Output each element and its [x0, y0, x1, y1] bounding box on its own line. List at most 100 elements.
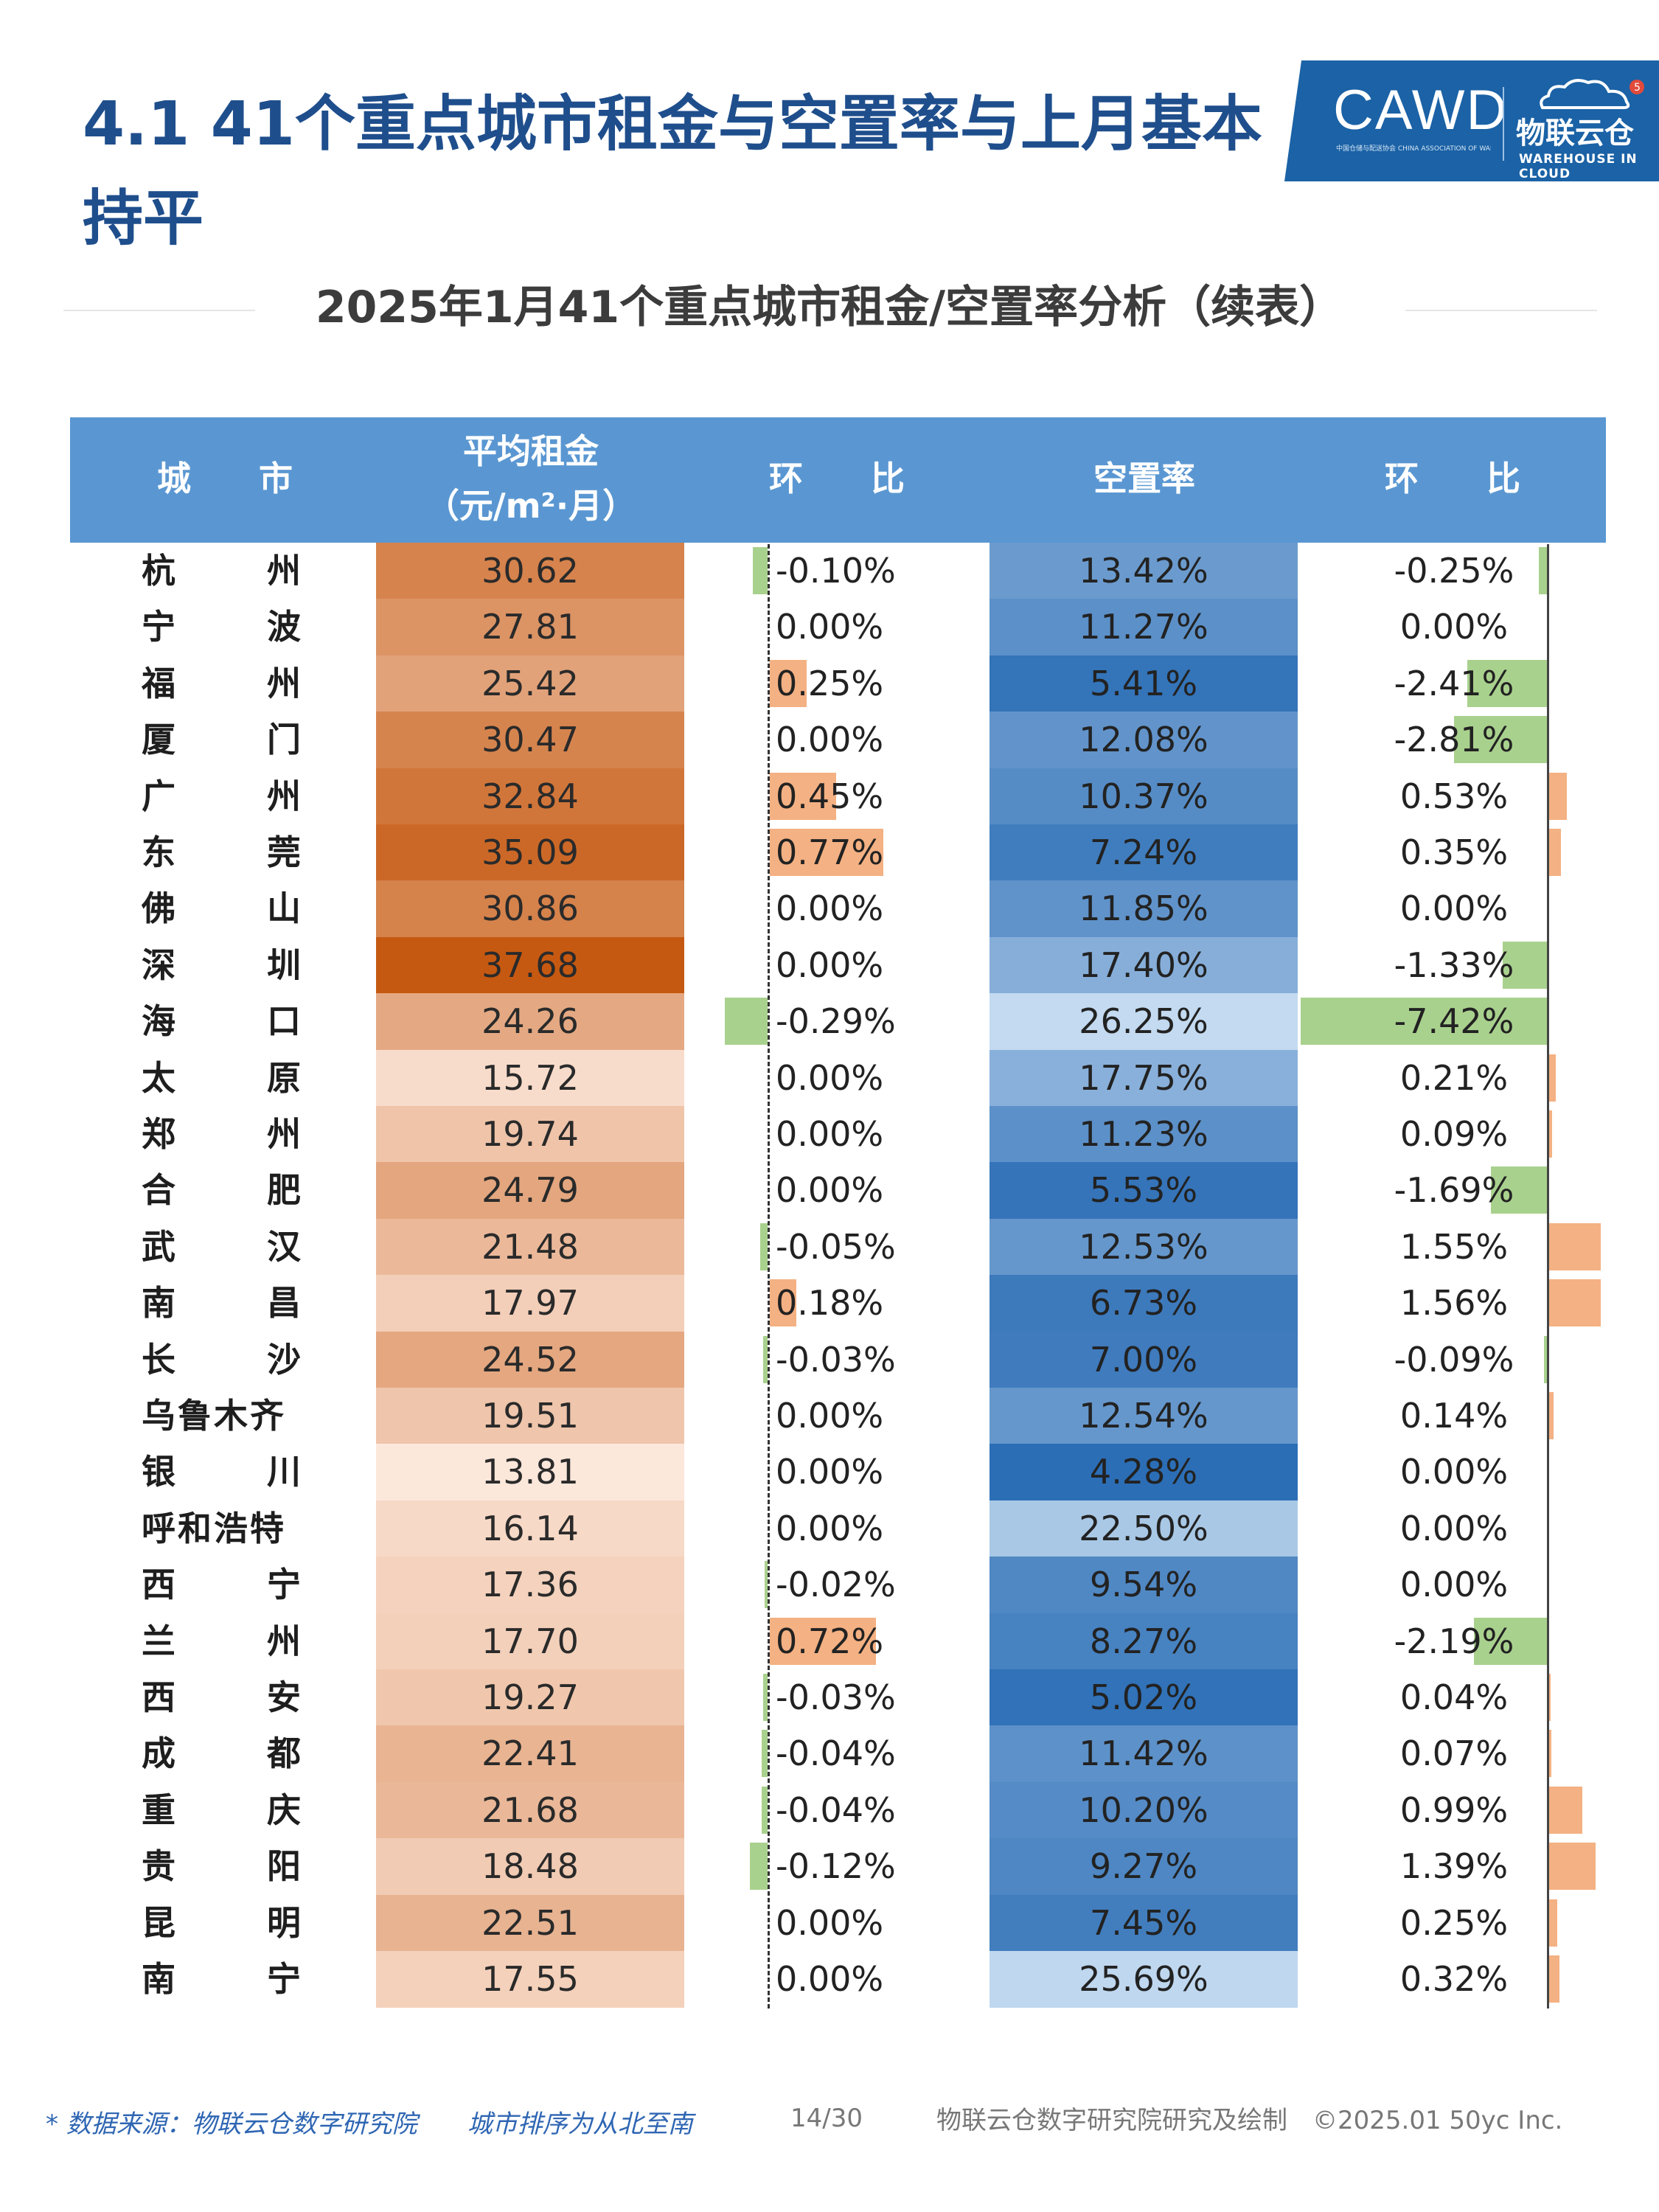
- table-row-rent-mom: -0.04%: [776, 1790, 896, 1830]
- vacancy-mom-bar: [1543, 1335, 1547, 1383]
- table-row-vacancy-mom: 1.56%: [1399, 1283, 1509, 1324]
- table-row-rent-mom: 0.72%: [776, 1621, 884, 1661]
- vacancy-mom-bar: [1549, 1110, 1553, 1158]
- footer-page-number: 14/30: [790, 2104, 863, 2133]
- table-row-vacancy-mom: -2.41%: [1394, 663, 1514, 703]
- table-row-vacancy: 11.27%: [990, 599, 1298, 656]
- table-row-rent-mom: 0.00%: [776, 1902, 884, 1943]
- table-row-vacancy-mom: 0.00%: [1399, 607, 1509, 647]
- table-row-rent-mom: 0.00%: [776, 1114, 884, 1154]
- table-row-rent: 37.68: [376, 936, 684, 994]
- table-row-rent: 13.81: [376, 1444, 684, 1501]
- table-row-vacancy: 11.85%: [990, 880, 1298, 938]
- table-row-rent-mom: 0.00%: [776, 607, 884, 647]
- table-row-vacancy-mom: -1.69%: [1394, 1170, 1514, 1211]
- header-vacancy-mom: 环 比: [1385, 459, 1520, 498]
- table-row-rent-mom: 0.00%: [776, 945, 884, 985]
- table-row-city-char-1: 宁: [142, 607, 175, 647]
- table-row-vacancy-mom: 0.00%: [1399, 1508, 1509, 1548]
- table-row-city-char-2: 都: [267, 1733, 301, 1774]
- rent-mom-bar: [770, 659, 807, 707]
- table-row-city-char-2: 阳: [267, 1846, 301, 1887]
- table-row-rent: 22.41: [376, 1725, 684, 1783]
- table-row-city-char-2: 州: [267, 663, 301, 703]
- vacancy-mom-bar: [1549, 1279, 1601, 1327]
- vacancy-mom-bar: [1549, 1955, 1560, 2003]
- table-row-vacancy-mom: -0.09%: [1394, 1339, 1514, 1380]
- table-row-vacancy-mom: -2.81%: [1394, 720, 1514, 760]
- table-row-vacancy: 13.42%: [990, 543, 1298, 599]
- table-row-vacancy-mom: 0.09%: [1399, 1114, 1509, 1154]
- table-row-vacancy: 7.24%: [990, 824, 1298, 881]
- brand-subtitle: WAREHOUSE IN CLOUD: [1519, 152, 1638, 181]
- table-row-vacancy: 7.45%: [990, 1894, 1298, 1952]
- table-row-city-char-1: 贵: [142, 1846, 175, 1887]
- rent-mom-bar: [725, 998, 768, 1046]
- table-row-vacancy-mom: 1.55%: [1399, 1226, 1509, 1267]
- table-row-rent: 19.51: [376, 1388, 684, 1444]
- table-row-vacancy: 11.23%: [990, 1106, 1298, 1163]
- table-row-rent-mom: -0.12%: [776, 1846, 896, 1887]
- table-row-vacancy-mom: 0.99%: [1399, 1790, 1509, 1830]
- rent-mom-bar: [750, 1843, 768, 1891]
- table-row-vacancy-mom: 0.25%: [1399, 1902, 1509, 1943]
- table-row-rent: 27.81: [376, 599, 684, 656]
- table-row-city: 乌鲁木齐: [142, 1396, 286, 1436]
- table-row-rent-mom: -0.05%: [776, 1226, 896, 1267]
- rent-mom-bar: [770, 1279, 796, 1327]
- table-row-vacancy: 26.25%: [990, 993, 1298, 1051]
- vacancy-mom-bar: [1549, 1730, 1552, 1778]
- table-row-city: 呼和浩特: [142, 1508, 286, 1548]
- table-row-rent: 21.48: [376, 1218, 684, 1276]
- table-row-city-char-2: 州: [267, 551, 301, 591]
- vacancy-mom-bar: [1474, 1617, 1547, 1665]
- table-row-rent-mom: 0.00%: [776, 1057, 884, 1098]
- table-row-rent: 25.42: [376, 655, 684, 712]
- table-row-city-char-1: 厦: [142, 720, 175, 760]
- chart-title: 2025年1月41个重点城市租金/空置率分析（续表）: [315, 282, 1344, 333]
- rent-mom-axis: [768, 544, 770, 2009]
- vacancy-mom-bar: [1301, 998, 1547, 1046]
- table-row-rent: 19.74: [376, 1106, 684, 1163]
- table-row-rent-mom: 0.00%: [776, 1396, 884, 1436]
- logo-divider: [1503, 87, 1504, 161]
- vacancy-mom-bar: [1538, 547, 1547, 594]
- footer-credit: 物联云仓数字研究院研究及绘制 ©2025.01 50yc Inc.: [936, 2106, 1563, 2135]
- table-row-rent: 30.47: [376, 712, 684, 769]
- brand-name: 物联云仓: [1516, 116, 1634, 150]
- table-row-rent: 15.72: [376, 1049, 684, 1107]
- table-row-vacancy-mom: -2.19%: [1394, 1621, 1514, 1661]
- table-row-city-char-2: 州: [267, 776, 301, 816]
- table-row-vacancy: 8.27%: [990, 1613, 1298, 1670]
- table-row-vacancy: 12.53%: [990, 1218, 1298, 1276]
- table-row-vacancy-mom: -1.33%: [1394, 945, 1514, 985]
- table-header: [70, 417, 1606, 543]
- vacancy-mom-bar: [1549, 1674, 1551, 1721]
- table-row-city-char-2: 安: [267, 1677, 301, 1717]
- table-row-city-char-2: 宁: [267, 1565, 301, 1605]
- table-row-rent: 16.14: [376, 1500, 684, 1557]
- header-rent: 平均租金 （元/m²·月）: [376, 424, 686, 533]
- table-row-vacancy-mom: 0.00%: [1399, 888, 1509, 929]
- rent-mom-bar: [765, 1561, 768, 1609]
- table-row-city-char-1: 太: [142, 1057, 175, 1098]
- header-rent-unit: （元/m²·月）: [425, 486, 637, 526]
- table-row-rent: 24.52: [376, 1331, 684, 1388]
- vacancy-mom-bar: [1549, 1786, 1582, 1834]
- table-row-rent-mom: -0.29%: [776, 1001, 896, 1042]
- table-row-vacancy: 17.40%: [990, 936, 1298, 994]
- table-row-rent: 19.27: [376, 1669, 684, 1726]
- table-row-city-char-2: 莞: [267, 832, 301, 872]
- table-row-city-char-2: 肥: [267, 1170, 301, 1211]
- vacancy-mom-axis: [1547, 544, 1549, 2009]
- table-row-vacancy: 9.27%: [990, 1838, 1298, 1896]
- table-row-vacancy: 5.41%: [990, 655, 1298, 712]
- table-row-city-char-2: 明: [267, 1902, 301, 1943]
- table-row-city-char-1: 西: [142, 1565, 175, 1605]
- table-row-city-char-2: 宁: [267, 1959, 301, 1999]
- vacancy-mom-bar: [1549, 1392, 1554, 1439]
- table-row-rent-mom: 0.00%: [776, 720, 884, 760]
- table-row-vacancy-mom: 1.39%: [1399, 1846, 1509, 1887]
- table-row-vacancy: 9.54%: [990, 1557, 1298, 1614]
- table-row-vacancy: 4.28%: [990, 1444, 1298, 1501]
